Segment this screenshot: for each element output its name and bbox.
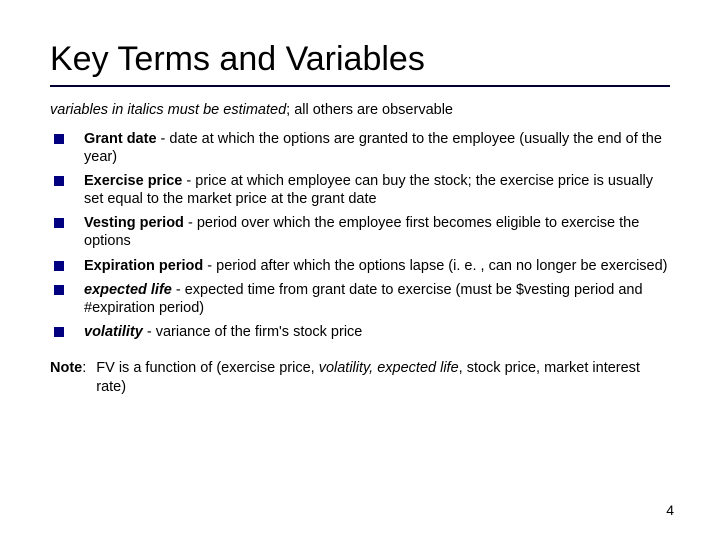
sep: -: [203, 258, 216, 274]
page-number: 4: [666, 502, 674, 518]
list-item: Grant date - date at which the options a…: [54, 130, 670, 166]
note: Note: FV is a function of (exercise pric…: [50, 359, 670, 397]
bullet-icon: [54, 327, 64, 337]
note-label: Note:: [50, 359, 86, 397]
bullet-icon: [54, 218, 64, 228]
list-item: Exercise price - price at which employee…: [54, 172, 670, 208]
bullet-icon: [54, 285, 64, 295]
term: expected life: [84, 282, 172, 298]
note-body: FV is a function of (exercise price, vol…: [96, 359, 670, 397]
term: Vesting period: [84, 215, 184, 231]
sep: -: [172, 282, 185, 298]
list-item-text: expected life - expected time from grant…: [84, 281, 670, 317]
bullet-icon: [54, 134, 64, 144]
sep: -: [182, 173, 195, 189]
note-italic: volatility, expected life: [319, 360, 459, 376]
desc: date at which the options are granted to…: [84, 131, 662, 165]
note-label-text: Note: [50, 360, 82, 376]
desc: variance of the firm's stock price: [156, 324, 363, 340]
sep: -: [157, 131, 170, 147]
term: volatility: [84, 324, 143, 340]
list-item-text: Vesting period - period over which the e…: [84, 214, 670, 250]
desc: period after which the options lapse (i.…: [216, 258, 667, 274]
sep: -: [143, 324, 156, 340]
title-underline: [50, 85, 670, 87]
list-item: expected life - expected time from grant…: [54, 281, 670, 317]
subtitle-rest: ; all others are observable: [286, 102, 453, 118]
note-pre: FV is a function of (exercise price,: [96, 360, 318, 376]
bullet-icon: [54, 176, 64, 186]
list-item-text: volatility - variance of the firm's stoc…: [84, 323, 670, 341]
list-item: Vesting period - period over which the e…: [54, 214, 670, 250]
page-title: Key Terms and Variables: [50, 40, 670, 79]
sep: -: [184, 215, 197, 231]
subtitle-italic: variables in italics must be estimated: [50, 102, 286, 118]
bullet-list: Grant date - date at which the options a…: [54, 130, 670, 341]
list-item-text: Expiration period - period after which t…: [84, 257, 670, 275]
list-item-text: Exercise price - price at which employee…: [84, 172, 670, 208]
bullet-icon: [54, 261, 64, 271]
term: Expiration period: [84, 258, 203, 274]
subtitle: variables in italics must be estimated; …: [50, 101, 670, 120]
term: Exercise price: [84, 173, 182, 189]
list-item-text: Grant date - date at which the options a…: [84, 130, 670, 166]
term: Grant date: [84, 131, 157, 147]
list-item: Expiration period - period after which t…: [54, 257, 670, 275]
list-item: volatility - variance of the firm's stoc…: [54, 323, 670, 341]
